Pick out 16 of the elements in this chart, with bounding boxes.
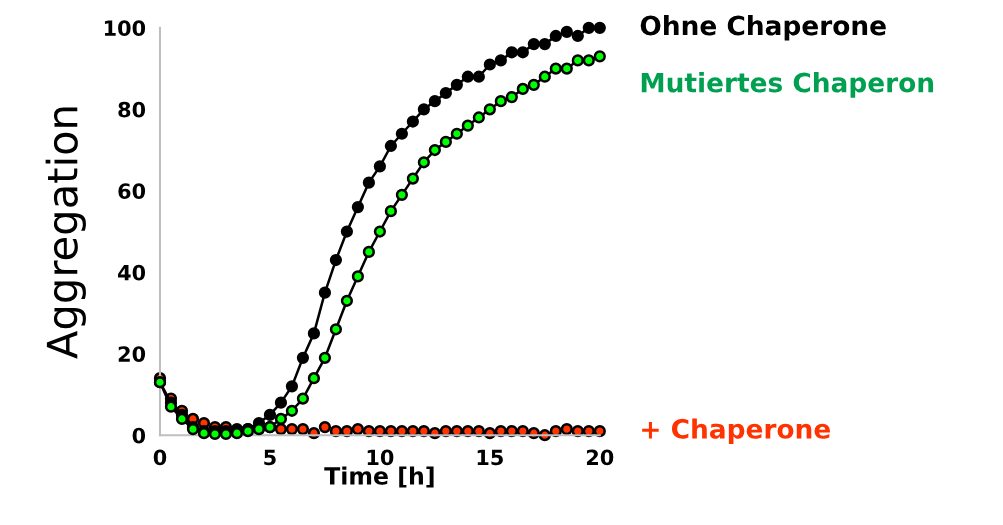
series-label: Mutiertes Chaperon — [641, 72, 934, 98]
y-axis-title: Aggregation — [45, 107, 86, 359]
x-tick-label: 20 — [586, 449, 614, 466]
y-tick-label: 100 — [104, 20, 146, 37]
x-tick-label: 0 — [153, 449, 167, 466]
y-tick-label: 80 — [118, 101, 146, 118]
x-tick-label: 10 — [367, 449, 394, 466]
y-tick-label: 20 — [118, 346, 146, 362]
y-tick-label: 0 — [132, 427, 146, 444]
series-label: Ohne Chaperone — [640, 15, 886, 41]
x-tick-label: 15 — [477, 449, 503, 466]
series-label: + Chaperone — [642, 418, 830, 444]
x-axis-title: Time [h] — [324, 466, 434, 488]
y-tick-label: 40 — [118, 264, 146, 281]
x-tick-label: 5 — [264, 449, 276, 466]
y-tick-label: 60 — [118, 183, 146, 199]
